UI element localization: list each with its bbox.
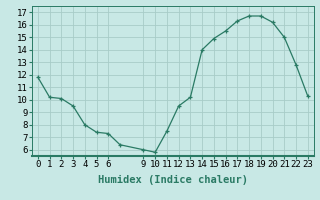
X-axis label: Humidex (Indice chaleur): Humidex (Indice chaleur) xyxy=(98,175,248,185)
